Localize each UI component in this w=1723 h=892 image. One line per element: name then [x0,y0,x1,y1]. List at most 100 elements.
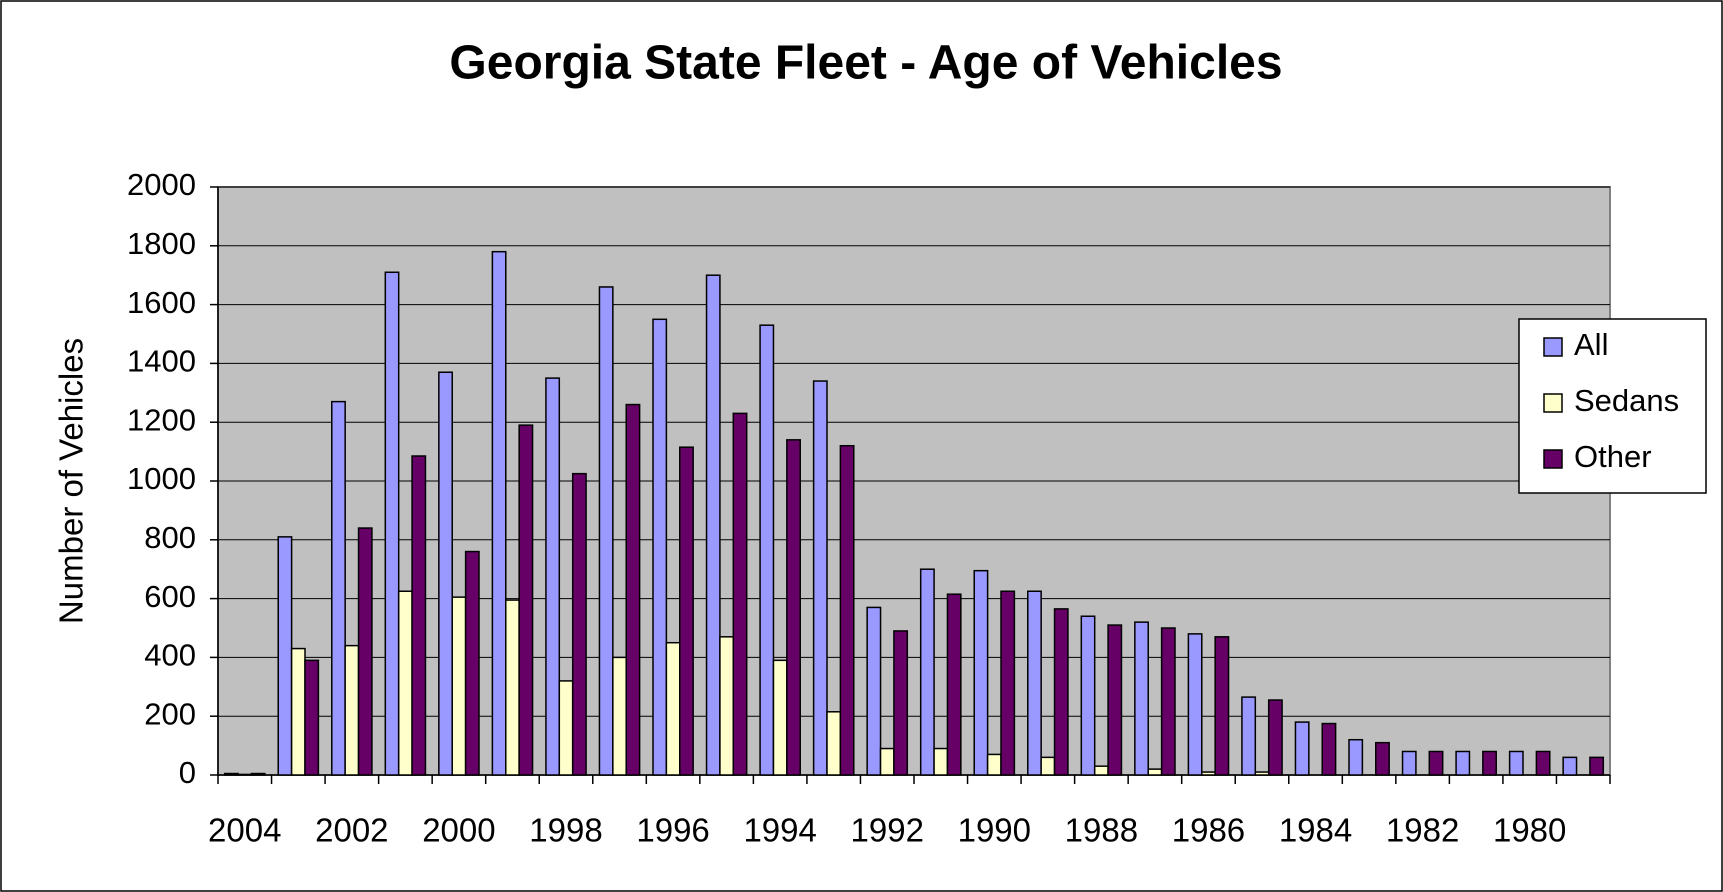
chart-title: Georgia State Fleet - Age of Vehicles [449,37,1282,90]
bar [505,599,520,776]
y-tick-label: 800 [144,520,196,555]
y-tick-label: 1800 [127,226,196,261]
bar [986,753,1002,776]
x-tick-label: 1984 [1279,812,1352,849]
bar [879,747,895,776]
x-tick-label: 1998 [529,812,602,849]
y-tick-label: 600 [144,579,196,614]
bar [826,711,842,776]
x-tick-label: 1996 [636,812,709,849]
bar [397,590,413,776]
legend-label: Sedans [1574,383,1679,418]
bar [705,274,721,776]
legend-swatch [1543,337,1563,357]
bar [973,569,989,776]
bar [1482,750,1497,776]
bar [545,377,561,776]
bar [331,400,346,776]
x-tick-label: 1980 [1493,812,1566,849]
bar [1294,721,1310,776]
bar [384,271,400,776]
bar [1375,741,1390,776]
bar [1254,771,1270,776]
bar [893,630,909,776]
bar [732,412,748,776]
bar [1589,756,1605,776]
y-tick-label: 2000 [127,167,196,202]
x-tick-label: 2004 [208,812,281,849]
bar [719,636,735,776]
bar [1401,750,1417,776]
bar [946,593,962,776]
bar [357,527,373,776]
bar [1455,750,1471,776]
legend-swatch [1543,393,1563,413]
bar [598,286,614,776]
bar [866,606,882,776]
bar [1201,771,1216,776]
y-tick-label: 1200 [127,402,196,437]
legend-label: All [1574,327,1608,362]
bar [223,772,239,776]
bar [1027,590,1042,776]
bar [812,380,828,776]
bar [839,444,855,776]
legend-swatch [1543,449,1563,469]
bar [1040,756,1056,776]
x-tick-label: 1992 [851,812,924,849]
bar [1107,624,1123,776]
bar [665,641,681,776]
bar [411,455,427,776]
bar [250,772,266,776]
bar [438,371,453,776]
y-tick-label: 1400 [127,344,196,379]
bar [290,647,306,776]
bar [558,680,574,776]
bar [1053,608,1069,776]
y-tick-label: 1600 [127,285,196,320]
bar [1187,633,1203,776]
bar [652,318,668,776]
bar [237,773,253,776]
bar [1134,621,1149,776]
bar [1267,699,1283,776]
bar [759,324,775,776]
bar [1080,615,1096,776]
bar [1093,765,1109,776]
y-tick-label: 1000 [127,461,196,496]
y-tick-label: 400 [144,638,196,673]
x-tick-label: 1982 [1386,812,1459,849]
legend-label: Other [1574,439,1652,474]
bar [1348,738,1364,776]
bar [1562,756,1578,776]
bar [1321,722,1337,776]
bar [612,656,627,776]
bar [679,446,694,776]
x-tick-label: 1994 [743,812,816,849]
bar [571,472,587,776]
bar [451,596,467,776]
y-tick-label: 0 [179,755,196,790]
bar [919,568,935,776]
bar [625,403,641,776]
bar [518,424,534,776]
bar [772,659,788,776]
bar [1160,627,1176,776]
bar [344,644,360,776]
bar [1214,636,1230,776]
bar [1508,750,1524,776]
x-tick-label: 2000 [422,812,495,849]
bar [491,250,507,776]
bar [1535,750,1551,776]
bar [304,659,320,776]
y-tick-label: 200 [144,696,196,731]
bar [933,747,949,776]
bar [1000,590,1016,776]
bar [786,439,801,776]
x-tick-label: 1990 [958,812,1031,849]
bar [277,536,293,776]
x-tick-label: 1986 [1172,812,1245,849]
y-axis-label: Number of Vehicles [53,338,90,624]
bar [1147,768,1163,776]
